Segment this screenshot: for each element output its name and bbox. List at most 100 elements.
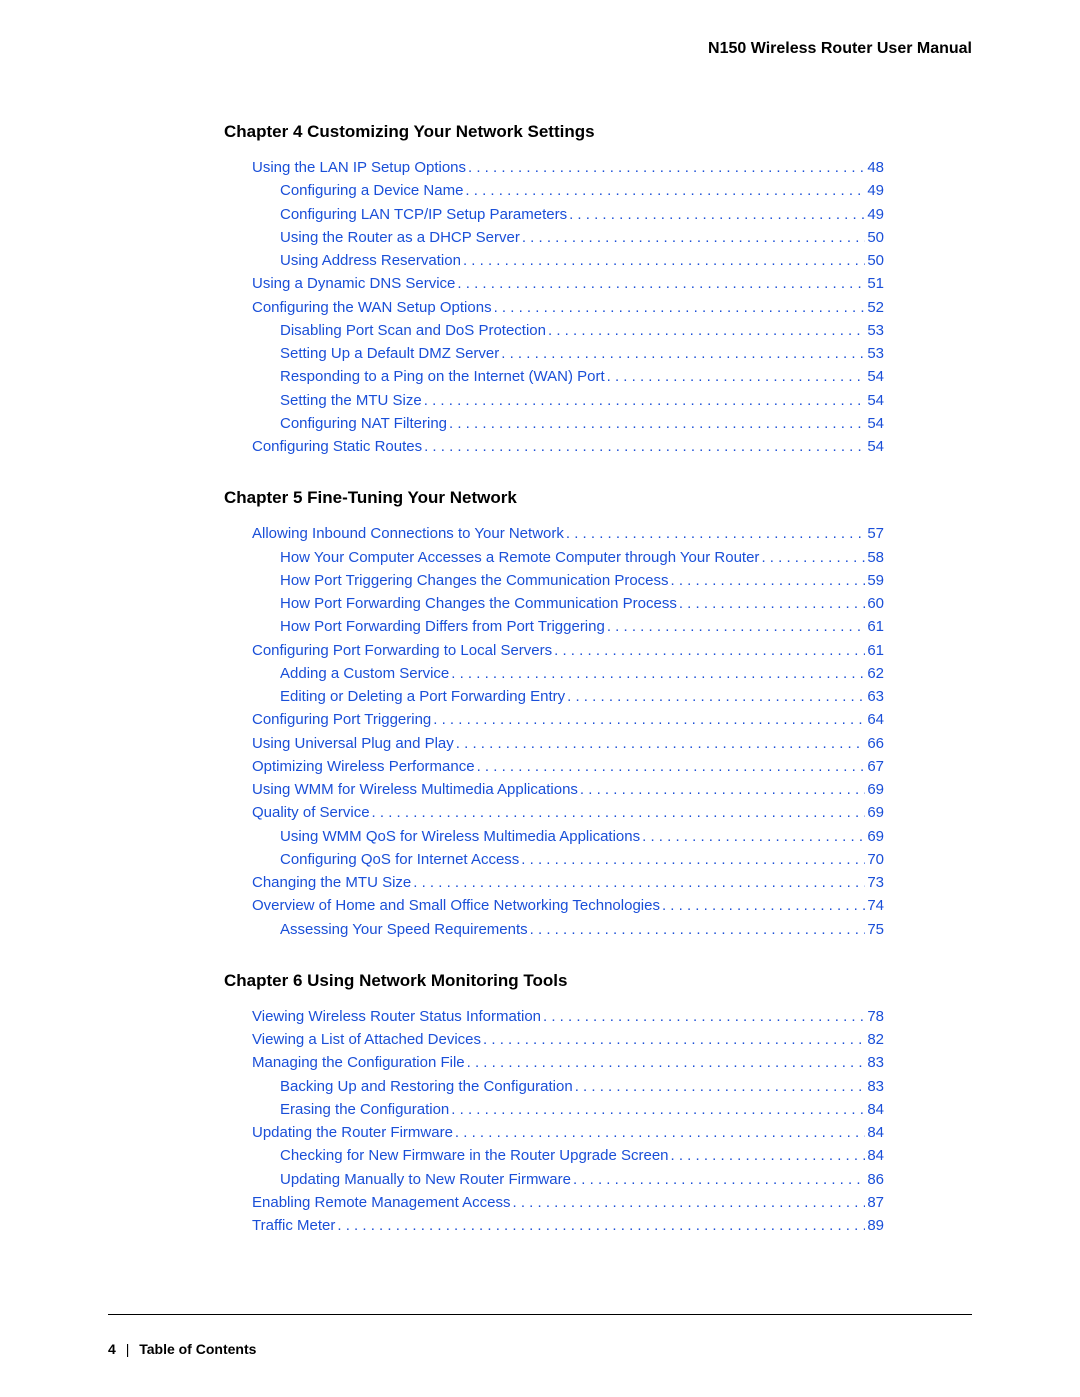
toc-page-number[interactable]: 74	[867, 894, 884, 917]
toc-page-number[interactable]: 84	[867, 1098, 884, 1121]
toc-page-number[interactable]: 52	[867, 296, 884, 319]
toc-link[interactable]: Using the Router as a DHCP Server	[280, 226, 520, 249]
toc-page-number[interactable]: 48	[867, 156, 884, 179]
toc-link[interactable]: Configuring Port Triggering	[252, 708, 431, 731]
toc-page-number[interactable]: 67	[867, 755, 884, 778]
toc-link[interactable]: Optimizing Wireless Performance	[252, 755, 475, 778]
toc-page-number[interactable]: 69	[867, 778, 884, 801]
toc-page-number[interactable]: 50	[867, 249, 884, 272]
toc-page-number[interactable]: 54	[867, 365, 884, 388]
toc-page-number[interactable]: 84	[867, 1144, 884, 1167]
toc-entry: How Your Computer Accesses a Remote Comp…	[224, 546, 884, 569]
toc-page-number[interactable]: 86	[867, 1168, 884, 1191]
chapter-heading: Chapter 4 Customizing Your Network Setti…	[224, 122, 884, 142]
toc-page-number[interactable]: 53	[867, 319, 884, 342]
toc-page-number[interactable]: 54	[867, 412, 884, 435]
toc-page-number[interactable]: 60	[867, 592, 884, 615]
toc-page-number[interactable]: 69	[867, 801, 884, 824]
toc-leader-dots	[522, 226, 865, 249]
toc-link[interactable]: Erasing the Configuration	[280, 1098, 449, 1121]
toc-link[interactable]: Backing Up and Restoring the Configurati…	[280, 1075, 573, 1098]
toc-link[interactable]: Using the LAN IP Setup Options	[252, 156, 466, 179]
toc-link[interactable]: Enabling Remote Management Access	[252, 1191, 510, 1214]
toc-entry: Using the Router as a DHCP Server 50	[224, 226, 884, 249]
toc-page-number[interactable]: 58	[867, 546, 884, 569]
toc-leader-dots	[671, 1144, 866, 1167]
toc-page-number[interactable]: 83	[867, 1075, 884, 1098]
toc-link[interactable]: Responding to a Ping on the Internet (WA…	[280, 365, 605, 388]
toc-entry: Updating the Router Firmware 84	[224, 1121, 884, 1144]
toc-link[interactable]: Managing the Configuration File	[252, 1051, 465, 1074]
toc-page-number[interactable]: 51	[867, 272, 884, 295]
toc-entry: Optimizing Wireless Performance 67	[224, 755, 884, 778]
toc-page-number[interactable]: 87	[867, 1191, 884, 1214]
toc-link[interactable]: Configuring QoS for Internet Access	[280, 848, 519, 871]
toc-page-number[interactable]: 69	[867, 825, 884, 848]
toc-link[interactable]: Using a Dynamic DNS Service	[252, 272, 455, 295]
chapter-heading: Chapter 6 Using Network Monitoring Tools	[224, 971, 884, 991]
toc-link[interactable]: Editing or Deleting a Port Forwarding En…	[280, 685, 565, 708]
chapter-block: Chapter 4 Customizing Your Network Setti…	[224, 122, 884, 458]
toc-page-number[interactable]: 62	[867, 662, 884, 685]
toc-link[interactable]: Using WMM for Wireless Multimedia Applic…	[252, 778, 578, 801]
toc-page-number[interactable]: 63	[867, 685, 884, 708]
toc-link[interactable]: Allowing Inbound Connections to Your Net…	[252, 522, 564, 545]
toc-link[interactable]: Viewing a List of Attached Devices	[252, 1028, 481, 1051]
toc-link[interactable]: Assessing Your Speed Requirements	[280, 918, 528, 941]
toc-page-number[interactable]: 64	[867, 708, 884, 731]
toc-leader-dots	[455, 1121, 865, 1144]
toc-link[interactable]: Changing the MTU Size	[252, 871, 411, 894]
toc-link[interactable]: Updating the Router Firmware	[252, 1121, 453, 1144]
toc-link[interactable]: Using Address Reservation	[280, 249, 461, 272]
toc-link[interactable]: Using WMM QoS for Wireless Multimedia Ap…	[280, 825, 640, 848]
toc-link[interactable]: Quality of Service	[252, 801, 370, 824]
toc-link[interactable]: Configuring LAN TCP/IP Setup Parameters	[280, 203, 567, 226]
toc-link[interactable]: How Port Forwarding Differs from Port Tr…	[280, 615, 605, 638]
toc-leader-dots	[433, 708, 865, 731]
toc-link[interactable]: Updating Manually to New Router Firmware	[280, 1168, 571, 1191]
toc-entry: Configuring Port Forwarding to Local Ser…	[224, 639, 884, 662]
toc-page-number[interactable]: 61	[867, 615, 884, 638]
toc-link[interactable]: Overview of Home and Small Office Networ…	[252, 894, 660, 917]
toc-link[interactable]: Configuring Static Routes	[252, 435, 422, 458]
toc-link[interactable]: Disabling Port Scan and DoS Protection	[280, 319, 546, 342]
toc-page-number[interactable]: 50	[867, 226, 884, 249]
toc-page-number[interactable]: 70	[867, 848, 884, 871]
toc-page-number[interactable]: 57	[867, 522, 884, 545]
toc-link[interactable]: Configuring Port Forwarding to Local Ser…	[252, 639, 552, 662]
toc-link[interactable]: How Port Forwarding Changes the Communic…	[280, 592, 677, 615]
toc-page-number[interactable]: 59	[867, 569, 884, 592]
toc-page-number[interactable]: 75	[867, 918, 884, 941]
toc-link[interactable]: Setting the MTU Size	[280, 389, 422, 412]
toc-link[interactable]: Viewing Wireless Router Status Informati…	[252, 1005, 541, 1028]
toc-page-number[interactable]: 89	[867, 1214, 884, 1237]
toc-page-number[interactable]: 49	[867, 179, 884, 202]
toc-page-number[interactable]: 54	[867, 389, 884, 412]
toc-page-number[interactable]: 82	[867, 1028, 884, 1051]
toc-page-number[interactable]: 83	[867, 1051, 884, 1074]
toc-link[interactable]: Setting Up a Default DMZ Server	[280, 342, 499, 365]
toc-entry: Using the LAN IP Setup Options 48	[224, 156, 884, 179]
toc-link[interactable]: Adding a Custom Service	[280, 662, 449, 685]
toc-link[interactable]: Traffic Meter	[252, 1214, 335, 1237]
toc-page-number[interactable]: 49	[867, 203, 884, 226]
toc-link[interactable]: How Port Triggering Changes the Communic…	[280, 569, 669, 592]
toc-page-number[interactable]: 73	[867, 871, 884, 894]
toc-link[interactable]: How Your Computer Accesses a Remote Comp…	[280, 546, 759, 569]
toc-page-number[interactable]: 53	[867, 342, 884, 365]
toc-page-number[interactable]: 66	[867, 732, 884, 755]
toc-page-number[interactable]: 54	[867, 435, 884, 458]
toc-page-number[interactable]: 61	[867, 639, 884, 662]
toc-link[interactable]: Checking for New Firmware in the Router …	[280, 1144, 669, 1167]
toc-leader-dots	[530, 918, 866, 941]
toc-leader-dots	[671, 569, 866, 592]
toc-entry: Backing Up and Restoring the Configurati…	[224, 1075, 884, 1098]
toc-leader-dots	[548, 319, 865, 342]
toc-leader-dots	[494, 296, 866, 319]
toc-link[interactable]: Configuring the WAN Setup Options	[252, 296, 492, 319]
toc-link[interactable]: Configuring a Device Name	[280, 179, 463, 202]
toc-page-number[interactable]: 84	[867, 1121, 884, 1144]
toc-page-number[interactable]: 78	[867, 1005, 884, 1028]
toc-link[interactable]: Using Universal Plug and Play	[252, 732, 454, 755]
toc-link[interactable]: Configuring NAT Filtering	[280, 412, 447, 435]
